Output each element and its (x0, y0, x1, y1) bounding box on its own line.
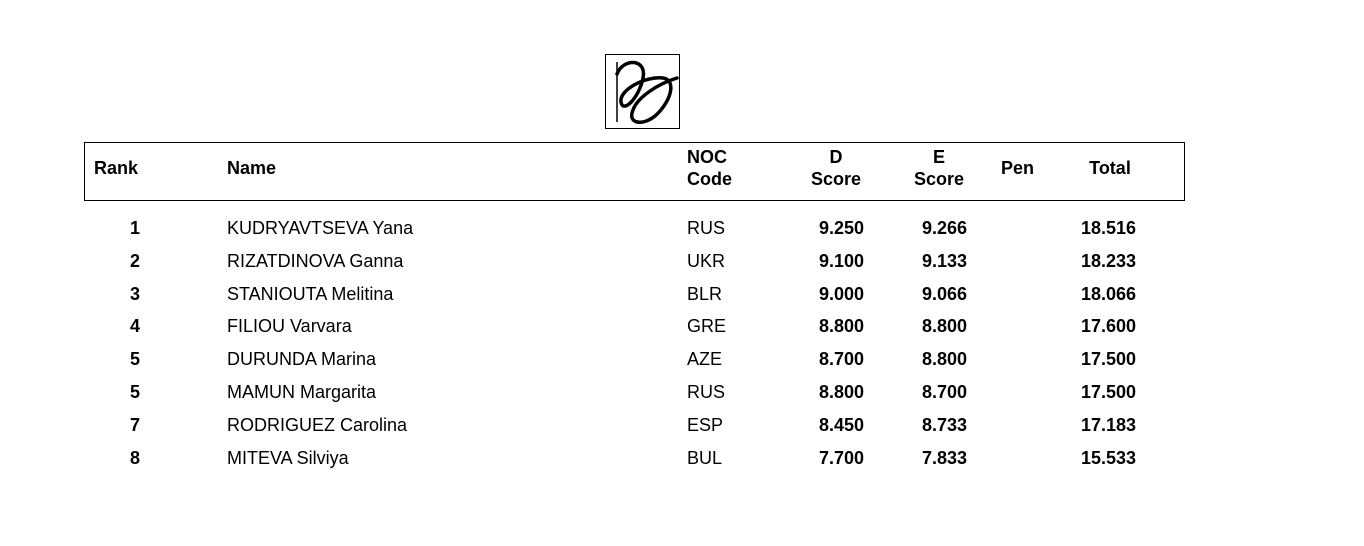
rank: 4 (129, 316, 140, 337)
e-score: 9.266 (921, 218, 967, 238)
total-score: 15.533 (1080, 447, 1136, 468)
rank: 8 (129, 447, 140, 468)
rank: 5 (129, 349, 140, 370)
athlete-name: KUDRYAVTSEVA Yana (227, 218, 414, 238)
column-header: E Score (913, 147, 965, 189)
total-score: 17.500 (1080, 349, 1136, 370)
athlete-name: MITEVA Silviya (227, 447, 349, 468)
rank: 7 (129, 414, 140, 435)
noc-code: RUS (687, 218, 726, 238)
total-score: 17.500 (1080, 382, 1136, 402)
column-header: Pen (1001, 158, 1035, 178)
athlete-name: STANIOUTA Melitina (227, 283, 394, 304)
d-score: 8.450 (818, 414, 864, 435)
athlete-name: MAMUN Margarita (227, 382, 377, 402)
total-score: 17.600 (1080, 316, 1136, 337)
rank: 1 (129, 218, 140, 238)
header-box (84, 142, 1185, 201)
noc-code: GRE (687, 316, 727, 337)
athlete-name: FILIOU Varvara (227, 316, 352, 337)
e-score: 8.800 (921, 316, 967, 337)
column-header: NOC Code (687, 147, 732, 189)
d-score: 9.250 (818, 218, 864, 238)
athlete-name: RIZATDINOVA Ganna (227, 250, 404, 271)
e-score: 7.833 (921, 447, 967, 468)
total-score: 17.183 (1080, 414, 1136, 435)
total-score: 18.066 (1080, 283, 1136, 304)
rank: 2 (129, 250, 140, 271)
rank: 5 (129, 382, 140, 402)
column-header: Total (1089, 158, 1131, 178)
d-score: 8.800 (818, 316, 864, 337)
e-score: 9.066 (921, 283, 967, 304)
column-header: Rank (94, 158, 139, 178)
noc-code: UKR (687, 250, 726, 271)
athlete-name: RODRIGUEZ Carolina (227, 414, 408, 435)
total-score: 18.233 (1080, 250, 1136, 271)
column-header: D Score (810, 147, 862, 189)
e-score: 8.700 (921, 382, 967, 402)
e-score: 8.800 (921, 349, 967, 370)
column-header: Name (227, 158, 277, 178)
noc-code: BUL (687, 447, 723, 468)
noc-code: AZE (687, 349, 723, 370)
athlete-name: DURUNDA Marina (227, 349, 377, 370)
rank: 3 (129, 283, 140, 304)
d-score: 8.700 (818, 349, 864, 370)
noc-code: ESP (687, 414, 724, 435)
d-score: 9.100 (818, 250, 864, 271)
e-score: 8.733 (921, 414, 967, 435)
logo (605, 54, 680, 129)
d-score: 8.800 (818, 382, 864, 402)
total-score: 18.516 (1080, 218, 1136, 238)
d-score: 9.000 (818, 283, 864, 304)
noc-code: BLR (687, 283, 723, 304)
e-score: 9.133 (921, 250, 967, 271)
noc-code: RUS (687, 382, 726, 402)
d-score: 7.700 (818, 447, 864, 468)
